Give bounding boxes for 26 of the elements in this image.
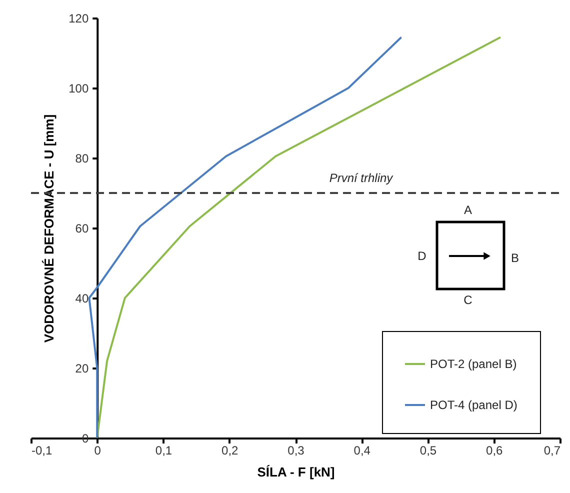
y-tick-label: 80	[75, 152, 89, 166]
x-tick-label: 0,3	[288, 444, 305, 458]
y-tick-label: 60	[75, 222, 89, 236]
legend-label: POT-4 (panel D)	[430, 398, 518, 412]
x-tick-label: 0,4	[354, 444, 371, 458]
y-tick-label: 40	[75, 292, 89, 306]
legend-label: POT-2 (panel B)	[430, 357, 517, 371]
y-tick-label: 20	[75, 362, 89, 376]
x-tick-label: 0,2	[222, 444, 239, 458]
annotation: A	[464, 203, 472, 217]
x-tick-label: 0,5	[420, 444, 437, 458]
x-tick-label: 0,7	[544, 444, 561, 458]
annotation: B	[510, 251, 520, 265]
y-axis-title: VODOROVNÉ DEFORMACE - U [mm]	[42, 114, 57, 343]
x-tick-label: 0,6	[486, 444, 504, 458]
x-tick-label: -0,1	[32, 444, 53, 458]
line-series	[88, 36, 402, 439]
annotation: C	[464, 293, 473, 307]
ref-line-label: První trhliny	[329, 171, 394, 185]
annotation: D	[418, 249, 427, 263]
y-tick-label: 120	[68, 12, 89, 26]
x-tick-label: 0	[94, 444, 102, 458]
y-tick-label: 100	[68, 82, 89, 96]
x-axis-title: SÍLA - F [kN]	[257, 464, 335, 480]
line-series	[96, 36, 502, 439]
x-tick-label: 0,1	[155, 444, 172, 458]
